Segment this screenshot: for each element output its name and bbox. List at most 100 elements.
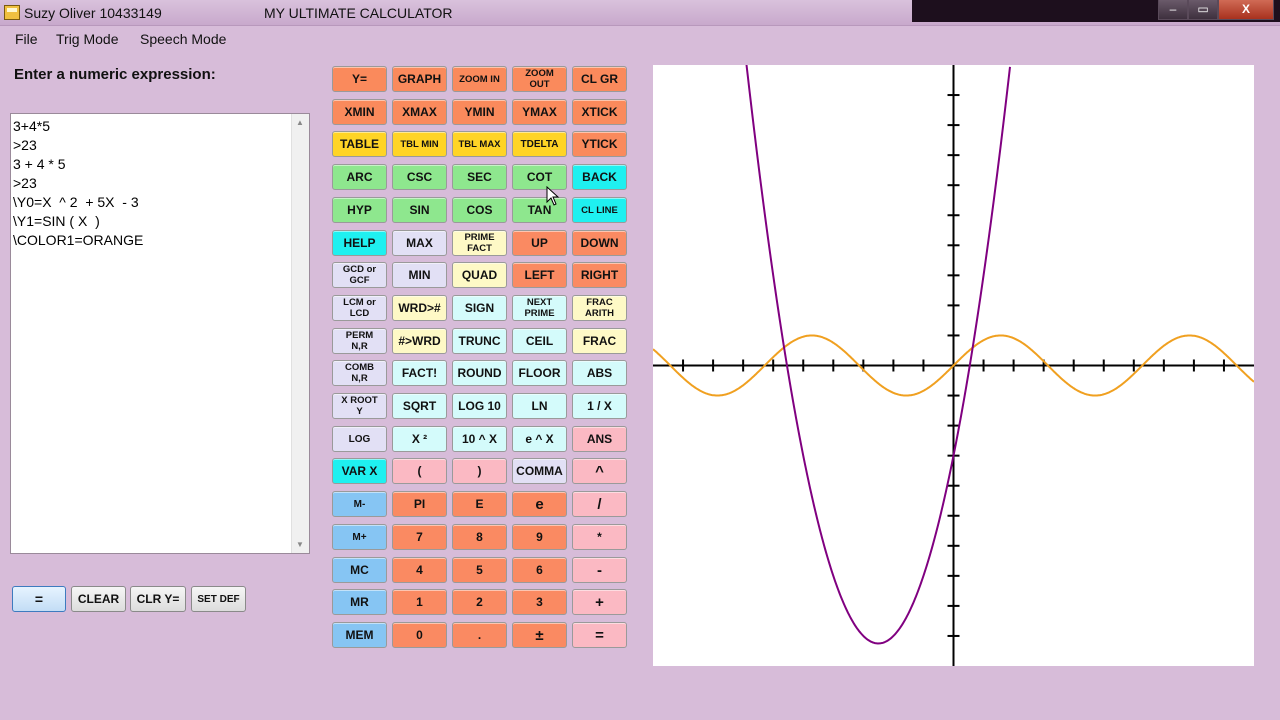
- key-frac-arith-r7c4[interactable]: FRAC ARITH: [572, 295, 627, 321]
- key-10-x-r11c2[interactable]: 10 ^ X: [452, 426, 507, 452]
- key-down-r5c4[interactable]: DOWN: [572, 230, 627, 256]
- key-arc-r3c0[interactable]: ARC: [332, 164, 387, 190]
- key-quad-r6c2[interactable]: QUAD: [452, 262, 507, 288]
- key-tdelta-r2c3[interactable]: TDELTA: [512, 131, 567, 157]
- close-button[interactable]: X: [1218, 0, 1274, 20]
- key-sym-r17c4[interactable]: =: [572, 622, 627, 648]
- key-ceil-r8c3[interactable]: CEIL: [512, 328, 567, 354]
- scroll-down-icon[interactable]: ▼: [296, 540, 304, 549]
- key-log-10-r10c2[interactable]: LOG 10: [452, 393, 507, 419]
- key-wrd-r7c1[interactable]: WRD>#: [392, 295, 447, 321]
- expression-scrollbar[interactable]: ▲ ▼: [291, 114, 309, 553]
- clear-y-button[interactable]: CLR Y=: [130, 586, 186, 612]
- key-frac-r8c4[interactable]: FRAC: [572, 328, 627, 354]
- key-zoom-out-r0c3[interactable]: ZOOM OUT: [512, 66, 567, 92]
- set-default-button[interactable]: SET DEF: [191, 586, 246, 612]
- key-sec-r3c2[interactable]: SEC: [452, 164, 507, 190]
- key-1-x-r10c4[interactable]: 1 / X: [572, 393, 627, 419]
- key-m-r14c0[interactable]: M+: [332, 524, 387, 550]
- key-8-r14c2[interactable]: 8: [452, 524, 507, 550]
- key-csc-r3c1[interactable]: CSC: [392, 164, 447, 190]
- key-fact-r9c1[interactable]: FACT!: [392, 360, 447, 386]
- key-next-prime-r7c3[interactable]: NEXT PRIME: [512, 295, 567, 321]
- key-comma-r12c3[interactable]: COMMA: [512, 458, 567, 484]
- key-cos-r4c2[interactable]: COS: [452, 197, 507, 223]
- key-m-r13c0[interactable]: M-: [332, 491, 387, 517]
- key-7-r14c1[interactable]: 7: [392, 524, 447, 550]
- key-right-r6c4[interactable]: RIGHT: [572, 262, 627, 288]
- key-ymin-r1c2[interactable]: YMIN: [452, 99, 507, 125]
- key-sym-r12c1[interactable]: (: [392, 458, 447, 484]
- key-sym-r13c4[interactable]: /: [572, 491, 627, 517]
- key-perm-n-r-r8c0[interactable]: PERM N,R: [332, 328, 387, 354]
- key-ytick-r2c4[interactable]: YTICK: [572, 131, 627, 157]
- key-x-root-y-r10c0[interactable]: X ROOT Y: [332, 393, 387, 419]
- key-lcm-or-lcd-r7c0[interactable]: LCM or LCD: [332, 295, 387, 321]
- minimize-button[interactable]: ‒: [1158, 0, 1188, 20]
- key-1-r16c1[interactable]: 1: [392, 589, 447, 615]
- expression-textbox[interactable]: 3+4*5 >23 3 + 4 * 5 >23 \Y0=X ^ 2 + 5X - 3 \Y…: [10, 113, 310, 554]
- key-3-r16c3[interactable]: 3: [512, 589, 567, 615]
- key-mem-r17c0[interactable]: MEM: [332, 622, 387, 648]
- key-e-x-r11c3[interactable]: e ^ X: [512, 426, 567, 452]
- key-left-r6c3[interactable]: LEFT: [512, 262, 567, 288]
- key-ymax-r1c3[interactable]: YMAX: [512, 99, 567, 125]
- clear-button[interactable]: CLEAR: [71, 586, 126, 612]
- key-sym-r12c4[interactable]: ^: [572, 458, 627, 484]
- key-graph-r0c1[interactable]: GRAPH: [392, 66, 447, 92]
- key-comb-n-r-r9c0[interactable]: COMB N,R: [332, 360, 387, 386]
- key-table-r2c0[interactable]: TABLE: [332, 131, 387, 157]
- maximize-button[interactable]: ▭: [1188, 0, 1218, 20]
- key-ln-r10c3[interactable]: LN: [512, 393, 567, 419]
- key-2-r16c2[interactable]: 2: [452, 589, 507, 615]
- key-floor-r9c3[interactable]: FLOOR: [512, 360, 567, 386]
- scroll-up-icon[interactable]: ▲: [296, 118, 304, 127]
- key-max-r5c1[interactable]: MAX: [392, 230, 447, 256]
- key-5-r15c2[interactable]: 5: [452, 557, 507, 583]
- key-cot-r3c3[interactable]: COT: [512, 164, 567, 190]
- key-pi-r13c1[interactable]: PI: [392, 491, 447, 517]
- key-sym-r12c2[interactable]: ): [452, 458, 507, 484]
- key-gcd-or-gcf-r6c0[interactable]: GCD or GCF: [332, 262, 387, 288]
- evaluate-button[interactable]: =: [12, 586, 66, 612]
- key-x-r11c1[interactable]: X ²: [392, 426, 447, 452]
- key-cl-line-r4c4[interactable]: CL LINE: [572, 197, 627, 223]
- key-xmin-r1c0[interactable]: XMIN: [332, 99, 387, 125]
- key-xtick-r1c4[interactable]: XTICK: [572, 99, 627, 125]
- key-wrd-r8c1[interactable]: #>WRD: [392, 328, 447, 354]
- key-up-r5c3[interactable]: UP: [512, 230, 567, 256]
- key-ans-r11c4[interactable]: ANS: [572, 426, 627, 452]
- key-log-r11c0[interactable]: LOG: [332, 426, 387, 452]
- key-sign-r7c2[interactable]: SIGN: [452, 295, 507, 321]
- key-sym-r16c4[interactable]: +: [572, 589, 627, 615]
- key-sym-r17c3[interactable]: ±: [512, 622, 567, 648]
- key-6-r15c3[interactable]: 6: [512, 557, 567, 583]
- key-zoom-in-r0c2[interactable]: ZOOM IN: [452, 66, 507, 92]
- key-prime-fact-r5c2[interactable]: PRIME FACT: [452, 230, 507, 256]
- key-var-x-r12c0[interactable]: VAR X: [332, 458, 387, 484]
- key-hyp-r4c0[interactable]: HYP: [332, 197, 387, 223]
- key-round-r9c2[interactable]: ROUND: [452, 360, 507, 386]
- key-cl-gr-r0c4[interactable]: CL GR: [572, 66, 627, 92]
- key-0-r17c1[interactable]: 0: [392, 622, 447, 648]
- key-tbl-min-r2c1[interactable]: TBL MIN: [392, 131, 447, 157]
- key-trunc-r8c2[interactable]: TRUNC: [452, 328, 507, 354]
- key-sym-r14c4[interactable]: *: [572, 524, 627, 550]
- key-back-r3c4[interactable]: BACK: [572, 164, 627, 190]
- key-sym-r15c4[interactable]: -: [572, 557, 627, 583]
- key-tbl-max-r2c2[interactable]: TBL MAX: [452, 131, 507, 157]
- key-sqrt-r10c1[interactable]: SQRT: [392, 393, 447, 419]
- key-help-r5c0[interactable]: HELP: [332, 230, 387, 256]
- key-9-r14c3[interactable]: 9: [512, 524, 567, 550]
- key-abs-r9c4[interactable]: ABS: [572, 360, 627, 386]
- key-e-r13c3[interactable]: e: [512, 491, 567, 517]
- key-mr-r16c0[interactable]: MR: [332, 589, 387, 615]
- key-xmax-r1c1[interactable]: XMAX: [392, 99, 447, 125]
- key-tan-r4c3[interactable]: TAN: [512, 197, 567, 223]
- menu-trig-mode[interactable]: Trig Mode: [56, 31, 119, 47]
- key-min-r6c1[interactable]: MIN: [392, 262, 447, 288]
- key-sin-r4c1[interactable]: SIN: [392, 197, 447, 223]
- key-mc-r15c0[interactable]: MC: [332, 557, 387, 583]
- menu-file[interactable]: File: [15, 31, 38, 47]
- key-sym-r17c2[interactable]: .: [452, 622, 507, 648]
